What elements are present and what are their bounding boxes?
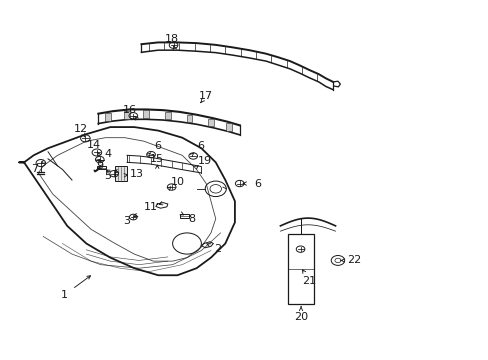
Text: 3: 3 (123, 216, 130, 226)
Bar (105, 113, 111, 121)
Text: 1: 1 (61, 290, 68, 300)
Text: 8: 8 (188, 214, 195, 224)
Bar (180, 214, 188, 218)
Text: 6: 6 (153, 141, 161, 152)
Text: 22: 22 (347, 256, 361, 265)
Text: 5: 5 (104, 171, 111, 181)
Text: 7: 7 (31, 164, 38, 174)
Text: 12: 12 (73, 124, 87, 134)
Text: 4: 4 (104, 149, 111, 158)
Text: 16: 16 (122, 105, 136, 115)
Bar (143, 111, 149, 118)
Bar (287, 234, 313, 304)
Bar (115, 166, 127, 181)
Text: 6: 6 (197, 141, 203, 152)
Text: 21: 21 (302, 275, 316, 285)
Bar (208, 119, 213, 126)
Bar (186, 114, 192, 122)
Text: 20: 20 (293, 312, 307, 322)
Bar (124, 111, 130, 118)
Bar (164, 112, 170, 120)
Text: 14: 14 (86, 140, 101, 150)
Text: 18: 18 (164, 34, 178, 44)
Text: 6: 6 (254, 179, 261, 189)
Text: 15: 15 (150, 154, 164, 164)
Text: 10: 10 (170, 177, 184, 187)
Text: 9: 9 (96, 161, 103, 171)
Bar (97, 166, 106, 169)
Text: 13: 13 (129, 168, 143, 179)
Text: 19: 19 (198, 156, 212, 166)
Text: 2: 2 (214, 244, 221, 254)
Bar (226, 123, 232, 131)
Text: 17: 17 (199, 91, 213, 101)
Text: 11: 11 (144, 202, 158, 212)
